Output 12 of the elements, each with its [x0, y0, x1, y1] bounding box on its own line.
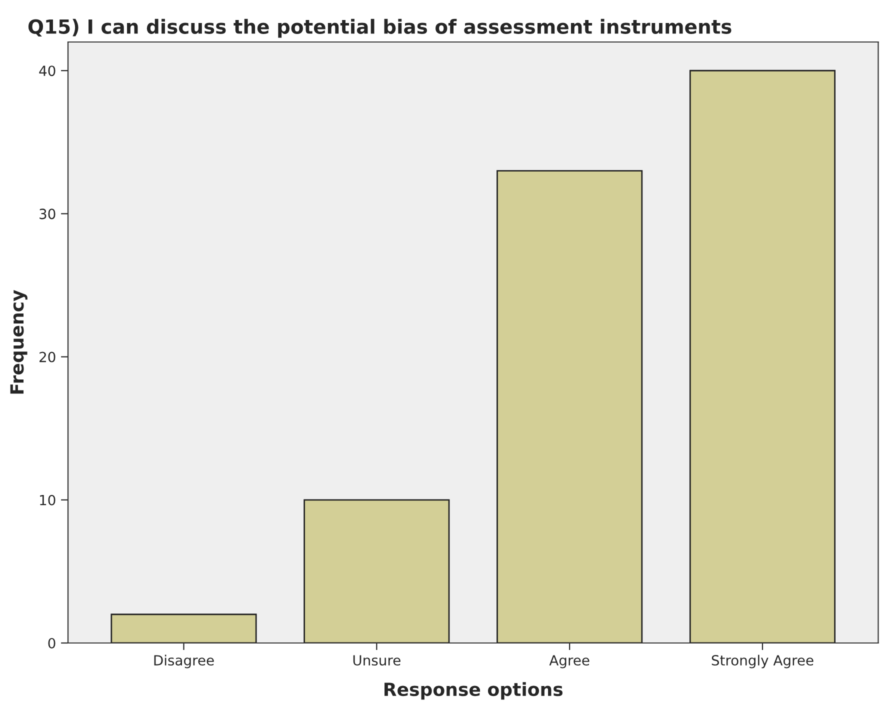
x-tick-label: Unsure	[353, 655, 400, 666]
y-tick-label: 10	[40, 494, 56, 506]
y-tick-label: 30	[40, 208, 56, 220]
y-tick-label: 0	[48, 638, 56, 648]
chart-title: Q15) I can discuss the potential bias of assessment instruments	[28, 18, 732, 38]
x-tick-label: Disagree	[154, 654, 214, 668]
x-tick-label: Agree	[549, 655, 590, 668]
y-tick-label: 40	[39, 66, 56, 76]
x-axis-title: Response options	[384, 682, 563, 700]
x-tick-label: Strongly Agree	[712, 654, 814, 668]
y-tick-label: 20	[40, 352, 56, 362]
y-axis-title: Frequency	[10, 290, 28, 394]
